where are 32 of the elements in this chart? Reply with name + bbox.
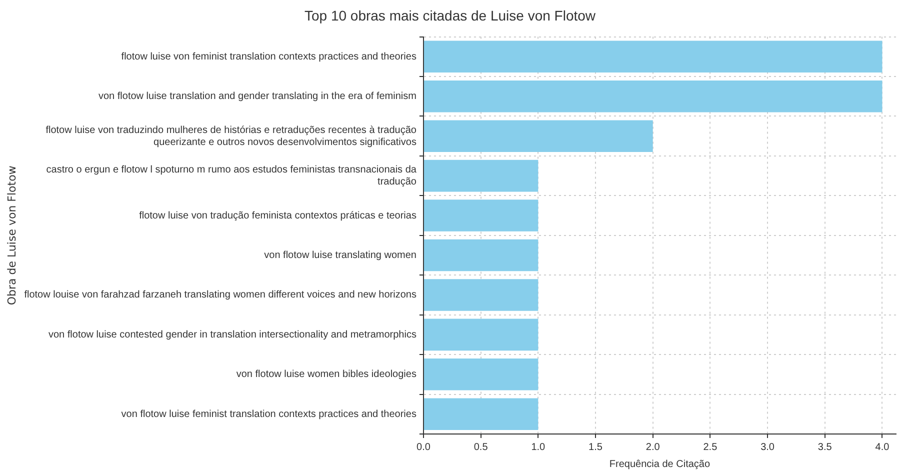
bar (424, 40, 882, 73)
x-tick-label: 1.0 (531, 442, 546, 453)
y-axis-title: Obra de Luise von Flotow (5, 166, 18, 306)
x-tick-label: 3.0 (760, 442, 775, 453)
chart-title: Top 10 obras mais citadas de Luise von Flotow (304, 7, 596, 24)
y-tick-label: von flotow luise feminist translation contexts practices and theories (121, 408, 416, 420)
bar (424, 398, 538, 430)
y-tick-label: von flotow luise translating women (264, 250, 416, 262)
y-tick-label: flotow luise von traduzindo mulheres de histórias e retraduções recentes à tradução queerizante e outros novos desenvolvimentos significativos (46, 124, 417, 148)
bar (424, 318, 538, 351)
x-tick-label: 3.5 (818, 442, 832, 453)
y-tick-label: von flotow luise translation and gender translating in the era of feminism (98, 91, 416, 102)
bar (424, 239, 538, 272)
x-tick-label: 1.5 (588, 442, 603, 453)
bar (424, 80, 882, 112)
x-tick-label: 0.5 (474, 442, 488, 453)
x-tick-label: 0.0 (416, 442, 431, 453)
bar (424, 200, 538, 232)
y-tick-label: flotow luise von feminist translation contexts practices and theories (121, 51, 416, 62)
x-tick-label: 4.0 (875, 442, 890, 453)
y-tick-label: von flotow luise women bibles ideologies (236, 369, 416, 380)
bar (424, 160, 538, 192)
y-tick-label: castro o ergun e flotow l spoturno m rumo aos estudos feministas transnacionais da tradução (46, 164, 417, 188)
bar (424, 279, 538, 311)
x-axis-title: Frequência de Citação (609, 458, 710, 470)
x-tick-label: 2.5 (703, 442, 718, 453)
y-tick-label: flotow luise von tradução feminista contextos práticas e teorias (139, 210, 416, 222)
y-tick-label: von flotow luise contested gender in translation intersectionality and metramorphics (48, 329, 416, 340)
y-tick-label: flotow louise von farahzad farzaneh translating women different voices and new horizons (24, 290, 416, 301)
x-tick-label: 2.0 (646, 442, 660, 453)
bar (424, 358, 538, 390)
bar (424, 120, 653, 152)
